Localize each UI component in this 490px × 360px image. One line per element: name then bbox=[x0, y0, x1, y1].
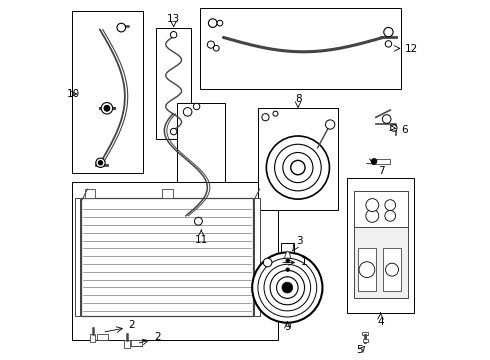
Text: 12: 12 bbox=[405, 44, 418, 54]
Circle shape bbox=[214, 45, 219, 51]
Text: 7: 7 bbox=[378, 166, 384, 176]
Bar bbox=[124, 340, 129, 348]
Circle shape bbox=[263, 258, 272, 267]
Bar bbox=[354, 191, 408, 226]
Bar bbox=[131, 339, 142, 346]
Text: 4: 4 bbox=[377, 317, 384, 327]
Circle shape bbox=[208, 19, 217, 27]
Circle shape bbox=[385, 41, 392, 47]
Bar bbox=[258, 108, 338, 211]
Bar bbox=[97, 334, 108, 340]
Circle shape bbox=[207, 41, 215, 48]
Bar bbox=[200, 8, 401, 89]
Circle shape bbox=[117, 23, 125, 32]
Circle shape bbox=[276, 277, 298, 298]
Text: 3: 3 bbox=[296, 236, 303, 246]
Circle shape bbox=[171, 129, 177, 135]
Bar bbox=[85, 189, 96, 198]
Circle shape bbox=[282, 282, 293, 293]
Circle shape bbox=[366, 210, 379, 222]
Bar bbox=[347, 178, 414, 313]
Circle shape bbox=[258, 258, 317, 317]
Text: 11: 11 bbox=[195, 234, 208, 244]
Circle shape bbox=[384, 27, 393, 37]
Circle shape bbox=[286, 268, 290, 271]
Circle shape bbox=[194, 103, 200, 110]
Bar bbox=[372, 159, 390, 164]
Circle shape bbox=[325, 120, 335, 129]
Bar bbox=[363, 338, 368, 342]
Circle shape bbox=[371, 158, 377, 164]
Circle shape bbox=[366, 199, 379, 212]
Bar bbox=[362, 332, 368, 335]
Bar bbox=[383, 248, 401, 291]
Bar bbox=[358, 248, 376, 291]
Circle shape bbox=[274, 144, 321, 191]
Bar bbox=[74, 198, 80, 316]
Circle shape bbox=[391, 125, 397, 131]
Circle shape bbox=[262, 114, 269, 121]
Bar bbox=[177, 103, 225, 230]
Circle shape bbox=[183, 108, 192, 116]
Text: 6: 6 bbox=[401, 125, 408, 135]
Circle shape bbox=[195, 217, 202, 225]
Text: 8: 8 bbox=[295, 94, 301, 104]
Bar bbox=[81, 198, 253, 316]
Circle shape bbox=[96, 158, 105, 167]
Circle shape bbox=[382, 115, 391, 123]
Text: 5: 5 bbox=[356, 345, 363, 355]
Text: 10: 10 bbox=[67, 89, 80, 99]
Bar bbox=[156, 28, 191, 139]
Circle shape bbox=[264, 264, 311, 311]
Text: 2: 2 bbox=[128, 320, 135, 330]
Circle shape bbox=[104, 105, 110, 111]
Circle shape bbox=[385, 200, 395, 211]
Circle shape bbox=[171, 32, 177, 38]
Circle shape bbox=[98, 161, 102, 165]
Circle shape bbox=[286, 286, 290, 289]
Circle shape bbox=[283, 153, 313, 183]
Bar bbox=[72, 182, 278, 339]
Circle shape bbox=[252, 252, 322, 323]
Circle shape bbox=[385, 211, 395, 221]
Bar bbox=[281, 243, 294, 311]
Text: 2: 2 bbox=[154, 332, 161, 342]
Text: 13: 13 bbox=[167, 14, 180, 24]
Circle shape bbox=[286, 277, 290, 280]
Bar bbox=[72, 12, 143, 173]
Text: 9: 9 bbox=[284, 322, 291, 332]
Bar bbox=[162, 189, 172, 198]
Circle shape bbox=[267, 136, 329, 199]
Circle shape bbox=[291, 161, 305, 175]
Circle shape bbox=[286, 259, 290, 262]
Circle shape bbox=[359, 262, 375, 278]
Circle shape bbox=[217, 20, 223, 26]
Circle shape bbox=[286, 295, 290, 298]
Ellipse shape bbox=[283, 251, 292, 302]
Bar bbox=[354, 194, 408, 298]
Bar bbox=[254, 198, 260, 316]
Bar bbox=[90, 334, 96, 342]
Circle shape bbox=[386, 263, 398, 276]
Circle shape bbox=[270, 270, 304, 305]
Text: 1: 1 bbox=[300, 257, 307, 267]
Circle shape bbox=[273, 111, 278, 116]
Circle shape bbox=[101, 103, 113, 114]
